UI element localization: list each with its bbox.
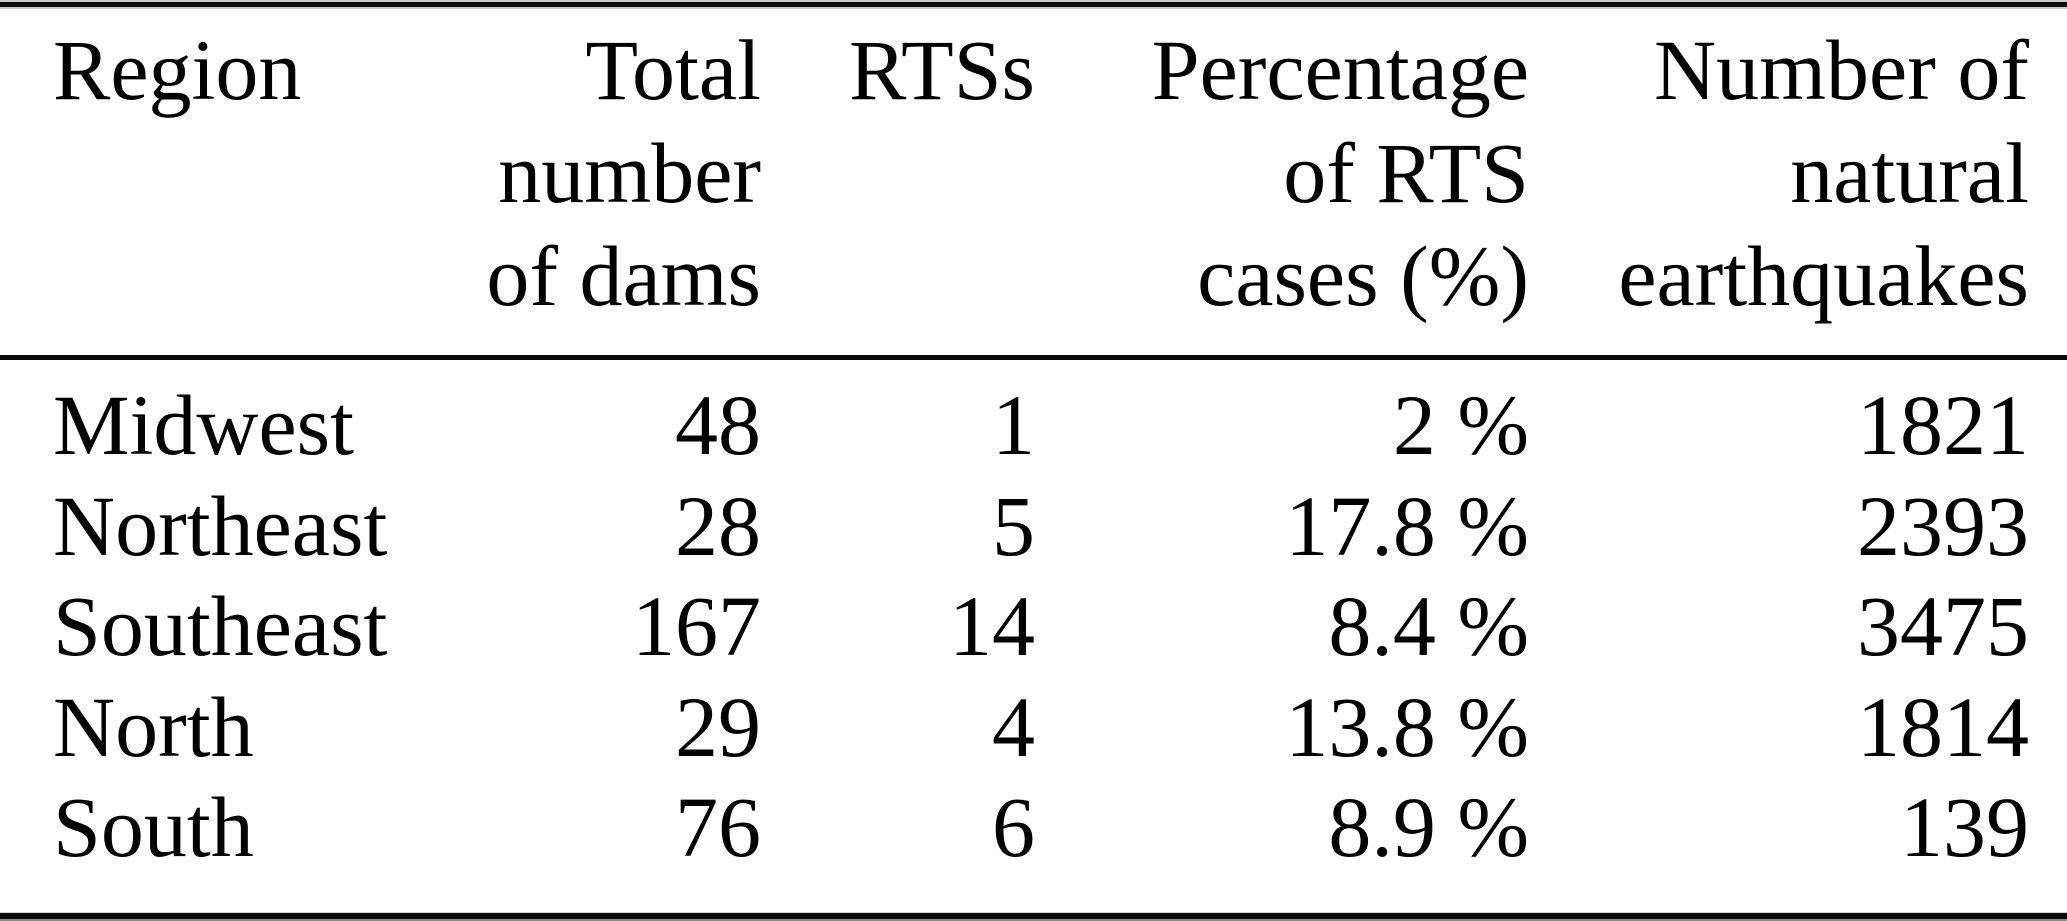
cell-natural-earthquakes: 1814 xyxy=(1857,678,2029,775)
cell-rts-percentage: 2 % xyxy=(1392,377,1529,473)
cell-rts-percentage: 17.8 % xyxy=(1285,477,1529,574)
cell-region: Southeast xyxy=(53,578,388,674)
table-row: North 29 4 13.8 % 1814 xyxy=(53,677,2029,778)
cell-total-dams: 167 xyxy=(632,578,761,674)
cell-natural-earthquakes: 2393 xyxy=(1857,477,2029,574)
column-header-rtss: RTSs xyxy=(848,22,1035,118)
table-body: Midwest 48 1 2 % 1821 Northeast 28 5 17.… xyxy=(53,375,2029,878)
cell-rtss: 14 xyxy=(949,578,1035,674)
cell-total-dams: 48 xyxy=(675,377,761,473)
table-row: South 76 6 8.9 % 139 xyxy=(53,777,2029,878)
cell-region: Northeast xyxy=(53,477,388,574)
cell-natural-earthquakes: 1821 xyxy=(1857,377,2029,473)
cell-rts-percentage: 8.9 % xyxy=(1328,779,1529,875)
table-row: Northeast 28 5 17.8 % 2393 xyxy=(53,476,2029,577)
column-header-natural-earthquakes: Number of natural earthquakes xyxy=(1618,22,2029,324)
table-row: Southeast 167 14 8.4 % 3475 xyxy=(53,576,2029,677)
cell-rts-percentage: 8.4 % xyxy=(1328,578,1529,674)
cell-region: Midwest xyxy=(53,377,354,473)
cell-rtss: 5 xyxy=(992,477,1035,574)
table-top-rule xyxy=(0,0,2067,9)
cell-total-dams: 28 xyxy=(675,477,761,574)
cell-region: North xyxy=(53,678,254,775)
cell-rtss: 6 xyxy=(992,779,1035,875)
table-row: Midwest 48 1 2 % 1821 xyxy=(53,375,2029,476)
cell-rtss: 4 xyxy=(992,678,1035,775)
cell-rtss: 1 xyxy=(992,377,1035,473)
cell-total-dams: 29 xyxy=(675,678,761,775)
cell-natural-earthquakes: 139 xyxy=(1900,779,2029,875)
cell-region: South xyxy=(53,779,254,875)
cell-total-dams: 76 xyxy=(675,779,761,875)
column-header-rts-percentage: Percentage of RTS cases (%) xyxy=(1151,22,1529,324)
cell-natural-earthquakes: 3475 xyxy=(1857,578,2029,674)
cell-rts-percentage: 13.8 % xyxy=(1285,678,1529,775)
table-bottom-rule xyxy=(0,912,2067,921)
table-header-row: Region Total number of dams RTSs Percent… xyxy=(53,19,2029,328)
column-header-region: Region xyxy=(53,22,302,118)
table-header-rule xyxy=(0,355,2067,360)
column-header-total-dams: Total number of dams xyxy=(486,22,761,324)
